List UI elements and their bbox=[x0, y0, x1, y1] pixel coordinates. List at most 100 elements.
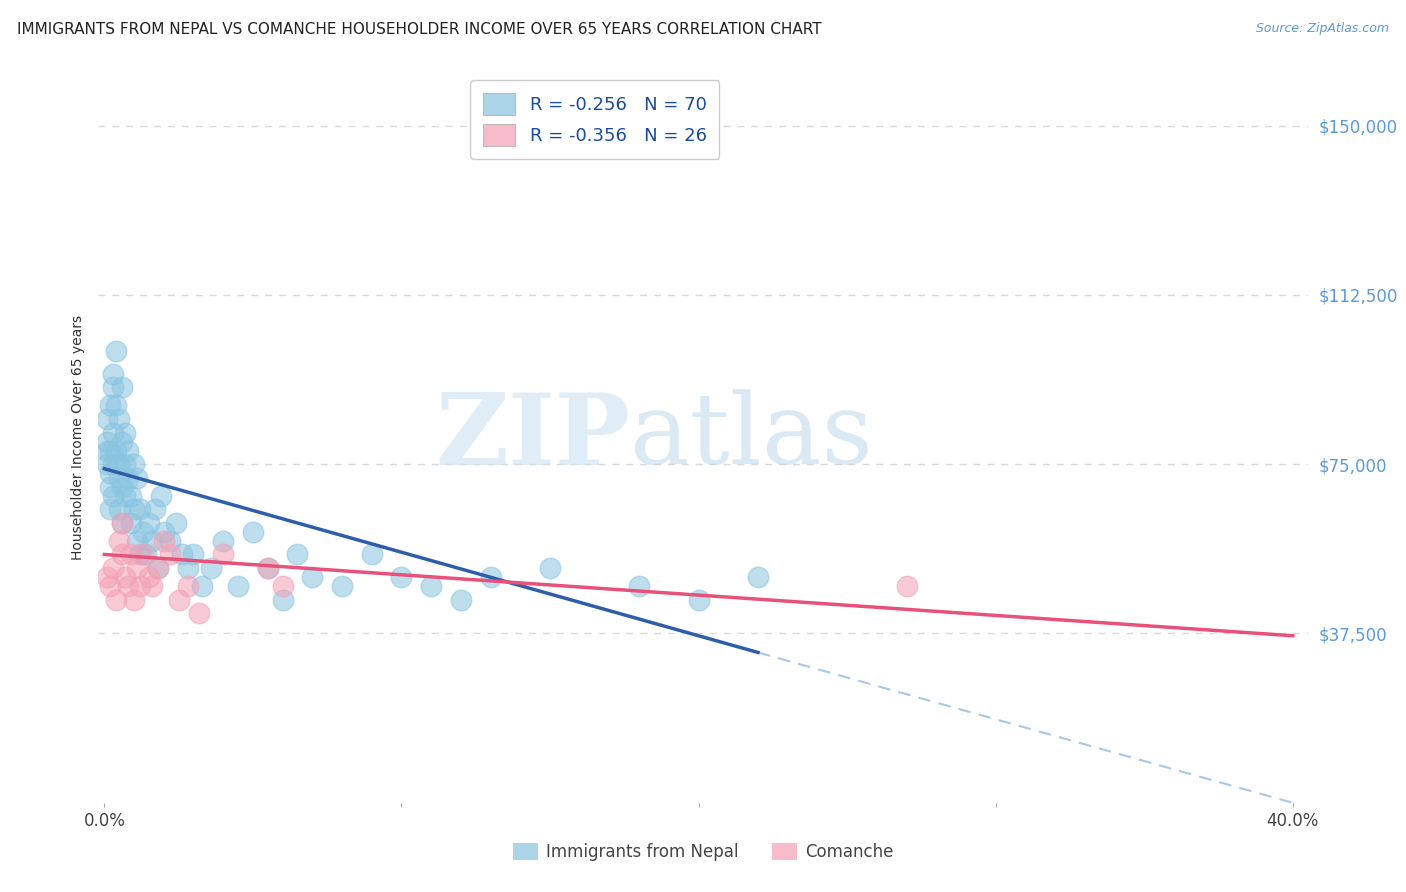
Text: IMMIGRANTS FROM NEPAL VS COMANCHE HOUSEHOLDER INCOME OVER 65 YEARS CORRELATION C: IMMIGRANTS FROM NEPAL VS COMANCHE HOUSEH… bbox=[17, 22, 821, 37]
Point bbox=[108, 471, 131, 485]
Point bbox=[105, 399, 128, 413]
Point bbox=[271, 579, 294, 593]
Point bbox=[98, 480, 121, 494]
Point bbox=[111, 516, 134, 530]
Point bbox=[212, 533, 235, 548]
Text: Source: ZipAtlas.com: Source: ZipAtlas.com bbox=[1256, 22, 1389, 36]
Point bbox=[114, 489, 136, 503]
Point bbox=[125, 561, 148, 575]
Point bbox=[96, 457, 118, 471]
Point bbox=[132, 548, 155, 562]
Point bbox=[256, 561, 278, 575]
Point bbox=[391, 570, 413, 584]
Point bbox=[96, 570, 118, 584]
Point bbox=[111, 548, 134, 562]
Point bbox=[450, 592, 472, 607]
Point bbox=[129, 502, 152, 516]
Point bbox=[103, 380, 125, 394]
Point bbox=[108, 457, 131, 471]
Point bbox=[108, 412, 131, 426]
Point bbox=[98, 399, 121, 413]
Point bbox=[111, 516, 134, 530]
Point bbox=[152, 524, 174, 539]
Point bbox=[111, 434, 134, 449]
Point bbox=[212, 548, 235, 562]
Point bbox=[117, 471, 139, 485]
Point bbox=[105, 344, 128, 359]
Point bbox=[129, 548, 152, 562]
Point bbox=[103, 561, 125, 575]
Point bbox=[108, 533, 131, 548]
Point bbox=[146, 561, 169, 575]
Point bbox=[120, 489, 142, 503]
Point bbox=[747, 570, 769, 584]
Point bbox=[114, 457, 136, 471]
Point bbox=[129, 579, 152, 593]
Point bbox=[420, 579, 443, 593]
Point bbox=[176, 561, 198, 575]
Point bbox=[98, 502, 121, 516]
Point bbox=[226, 579, 249, 593]
Text: atlas: atlas bbox=[630, 389, 873, 485]
Point bbox=[117, 443, 139, 458]
Point bbox=[330, 579, 353, 593]
Point bbox=[122, 502, 145, 516]
Point bbox=[96, 412, 118, 426]
Point bbox=[138, 570, 160, 584]
Point bbox=[538, 561, 561, 575]
Point bbox=[125, 533, 148, 548]
Point bbox=[138, 516, 160, 530]
Point bbox=[125, 471, 148, 485]
Point bbox=[159, 548, 181, 562]
Point bbox=[188, 606, 211, 620]
Point bbox=[896, 579, 918, 593]
Point bbox=[242, 524, 264, 539]
Point bbox=[96, 434, 118, 449]
Y-axis label: Householder Income Over 65 years: Householder Income Over 65 years bbox=[70, 315, 84, 559]
Point bbox=[167, 592, 190, 607]
Point bbox=[103, 367, 125, 381]
Point bbox=[256, 561, 278, 575]
Point bbox=[132, 524, 155, 539]
Point bbox=[200, 561, 222, 575]
Point bbox=[103, 425, 125, 440]
Legend: Immigrants from Nepal, Comanche: Immigrants from Nepal, Comanche bbox=[506, 836, 900, 868]
Point bbox=[96, 443, 118, 458]
Point bbox=[628, 579, 651, 593]
Point bbox=[111, 380, 134, 394]
Point bbox=[170, 548, 193, 562]
Point bbox=[143, 502, 166, 516]
Point bbox=[176, 579, 198, 593]
Point bbox=[165, 516, 187, 530]
Point bbox=[479, 570, 502, 584]
Point bbox=[152, 533, 174, 548]
Point bbox=[103, 489, 125, 503]
Point bbox=[103, 457, 125, 471]
Point bbox=[141, 579, 163, 593]
Point bbox=[108, 502, 131, 516]
Point bbox=[114, 570, 136, 584]
Point bbox=[98, 579, 121, 593]
Point bbox=[105, 443, 128, 458]
Point bbox=[111, 480, 134, 494]
Point bbox=[141, 533, 163, 548]
Point bbox=[183, 548, 205, 562]
Point bbox=[688, 592, 710, 607]
Point bbox=[301, 570, 323, 584]
Point bbox=[122, 457, 145, 471]
Point bbox=[120, 516, 142, 530]
Point bbox=[146, 561, 169, 575]
Point bbox=[191, 579, 214, 593]
Point bbox=[159, 533, 181, 548]
Point bbox=[135, 548, 157, 562]
Point bbox=[98, 443, 121, 458]
Point bbox=[114, 425, 136, 440]
Point bbox=[105, 592, 128, 607]
Text: ZIP: ZIP bbox=[436, 389, 630, 485]
Point bbox=[117, 579, 139, 593]
Point bbox=[122, 592, 145, 607]
Point bbox=[287, 548, 309, 562]
Point bbox=[149, 489, 172, 503]
Point bbox=[120, 548, 142, 562]
Point bbox=[98, 466, 121, 480]
